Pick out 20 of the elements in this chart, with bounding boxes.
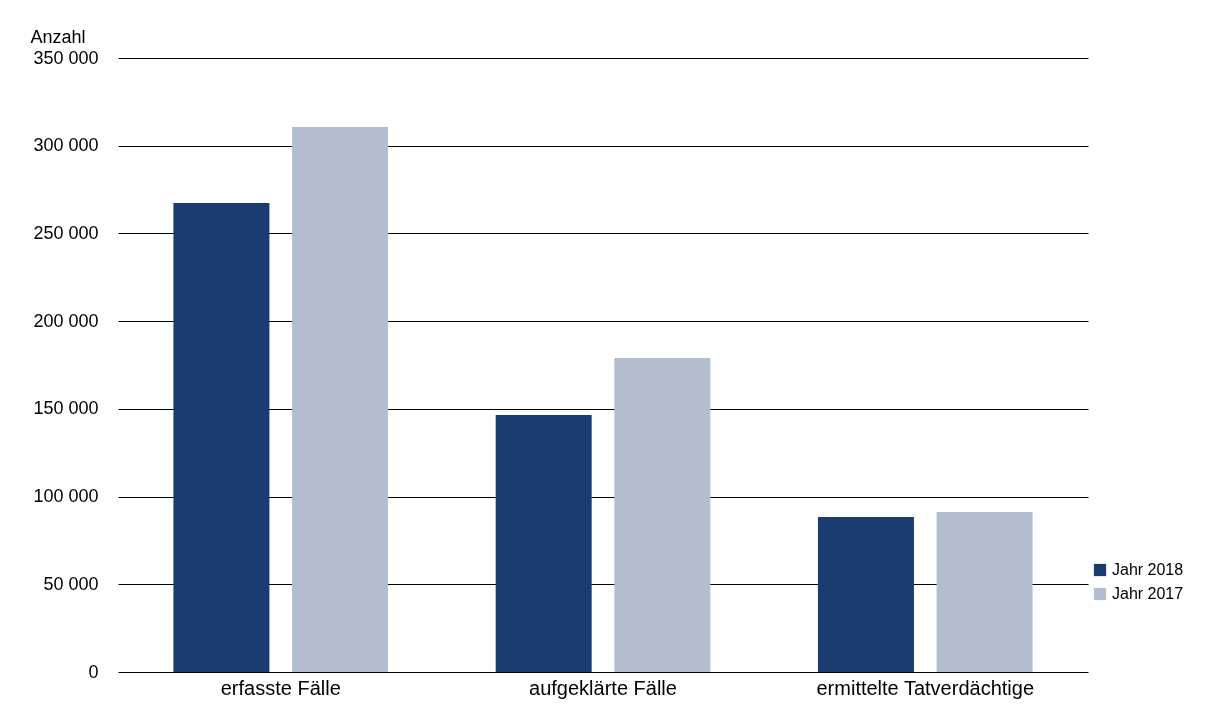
y-tick-label: 50 000 — [43, 573, 99, 594]
bar — [936, 512, 1033, 672]
y-tick-label: 0 — [88, 661, 99, 682]
y-axis-title: Anzahl — [30, 26, 86, 47]
y-tick-label: 100 000 — [33, 486, 99, 507]
bar — [173, 203, 270, 672]
y-tick-label: 200 000 — [33, 310, 99, 331]
y-tick-label: 300 000 — [33, 135, 99, 156]
bar — [817, 516, 914, 672]
bar — [292, 126, 389, 672]
x-tick-label: ermittelte Tatverdächtige — [816, 676, 1035, 699]
bar — [614, 357, 711, 672]
y-tick-label: 150 000 — [33, 398, 99, 419]
legend-label: Jahr 2018 — [1112, 561, 1184, 578]
x-tick-label: erfasste Fälle — [220, 676, 341, 699]
y-tick-label: 250 000 — [33, 222, 99, 243]
y-tick-label: 350 000 — [33, 47, 99, 68]
x-tick-label: aufgeklärte Fälle — [529, 676, 677, 699]
bar — [495, 415, 592, 672]
legend-label: Jahr 2017 — [1112, 585, 1184, 602]
